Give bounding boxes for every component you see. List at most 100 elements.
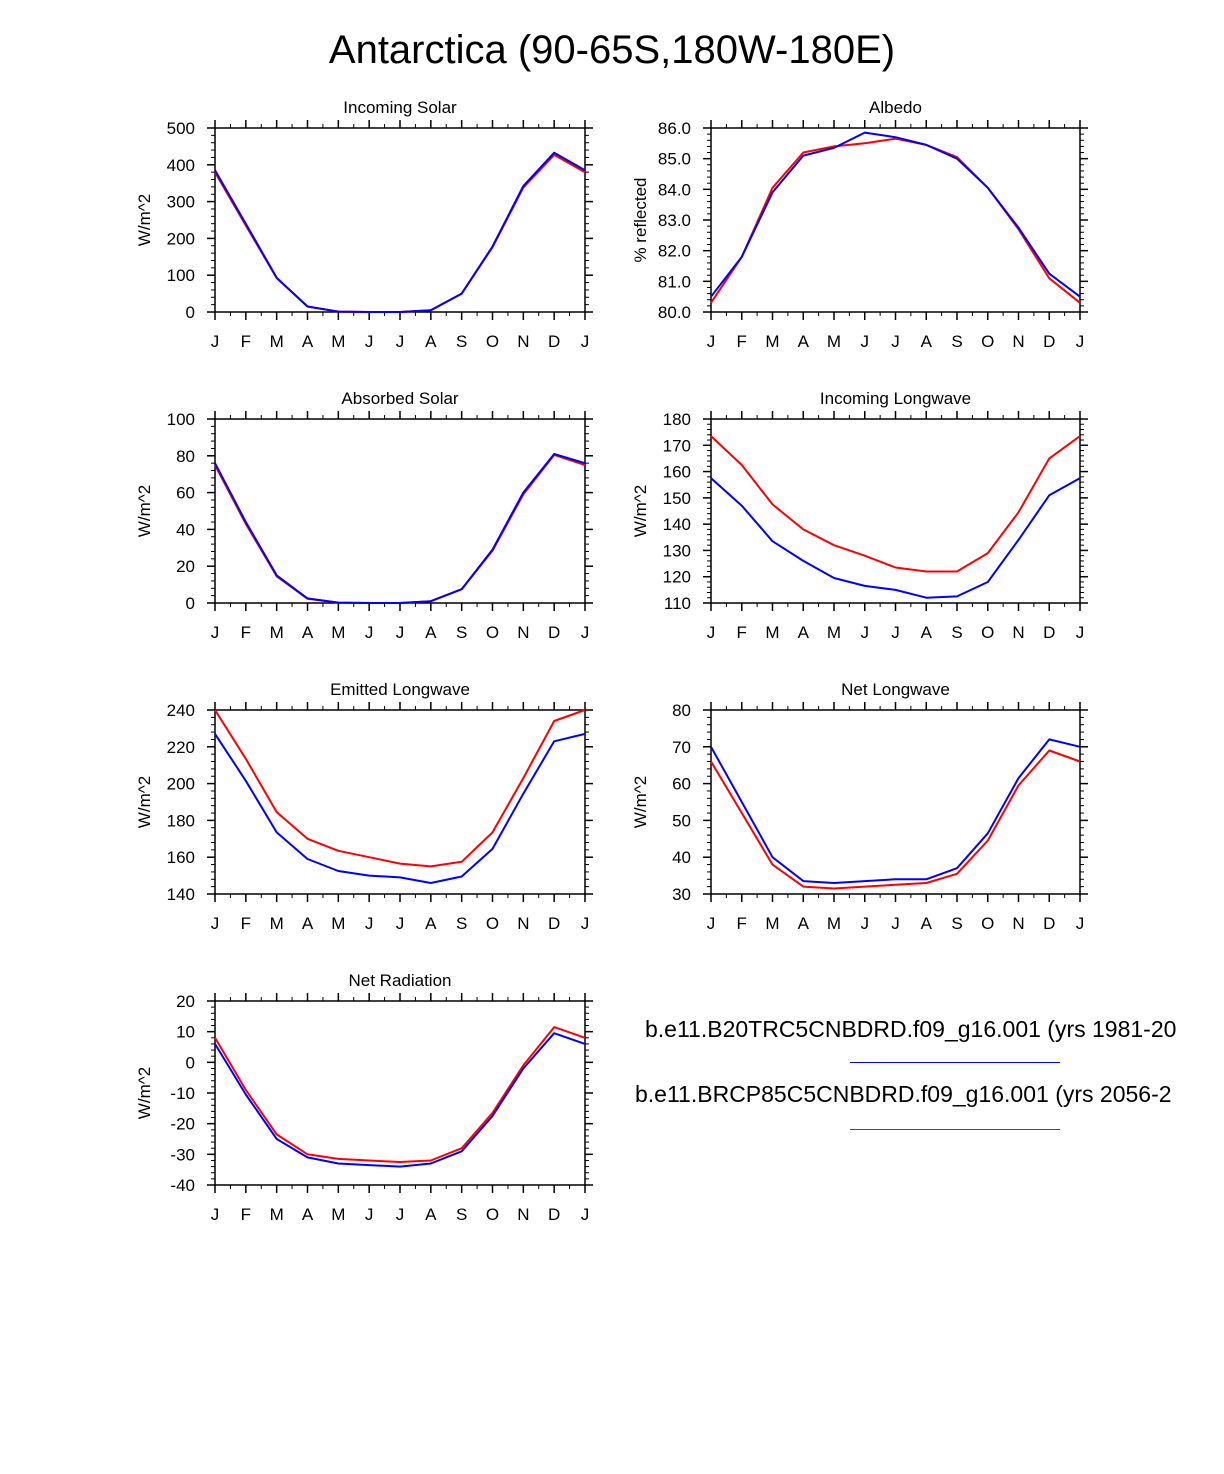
- x-tick-label: J: [396, 1205, 405, 1224]
- y-tick-label: 180: [663, 410, 691, 429]
- x-tick-label: N: [517, 623, 529, 642]
- y-tick-label: 140: [663, 515, 691, 534]
- x-tick-label: N: [517, 1205, 529, 1224]
- x-tick-label: M: [827, 914, 841, 933]
- x-tick-label: N: [1012, 914, 1024, 933]
- x-tick-label: M: [270, 914, 284, 933]
- x-tick-label: J: [581, 914, 590, 933]
- x-tick-label: M: [270, 332, 284, 351]
- panel-title: Incoming Solar: [343, 98, 457, 117]
- y-axis-label: W/m^2: [631, 776, 650, 828]
- x-tick-label: J: [365, 914, 374, 933]
- series-line-1: [214, 1032, 586, 1168]
- page-title: Antarctica (90-65S,180W-180E): [328, 28, 896, 72]
- y-tick-label: -10: [170, 1084, 195, 1103]
- legend-line-series-2: [850, 1129, 1060, 1130]
- series-line-1: [710, 738, 1081, 884]
- plot-frame: [214, 127, 586, 313]
- chart-incoming-longwave: J F M A M J J A S O N D J110120130140150160170180Inc…: [631, 389, 1088, 642]
- y-tick-label: 40: [672, 848, 691, 867]
- y-tick-label: 140: [167, 885, 195, 904]
- legend-line-series-1: [850, 1062, 1060, 1063]
- x-tick-label: S: [951, 914, 962, 933]
- x-tick-label: M: [331, 1205, 345, 1224]
- x-tick-label: J: [365, 1205, 374, 1224]
- x-tick-label: J: [396, 914, 405, 933]
- y-tick-label: 70: [672, 738, 691, 757]
- x-tick-label: O: [486, 332, 499, 351]
- plot-frame: [710, 709, 1081, 895]
- y-tick-label: 86.0: [658, 119, 691, 138]
- x-tick-label: N: [517, 914, 529, 933]
- x-tick-label: F: [241, 1205, 251, 1224]
- y-tick-label: 80: [176, 447, 195, 466]
- x-tick-label: A: [798, 332, 810, 351]
- x-tick-label: S: [456, 1205, 467, 1224]
- x-tick-label: A: [425, 332, 437, 351]
- series-line-1: [710, 477, 1081, 599]
- x-tick-label: M: [270, 623, 284, 642]
- x-tick-label: J: [861, 914, 870, 933]
- x-tick-label: J: [396, 332, 405, 351]
- series-line-2: [214, 709, 586, 868]
- x-tick-label: M: [331, 332, 345, 351]
- x-tick-label: M: [270, 1205, 284, 1224]
- x-tick-label: O: [981, 332, 994, 351]
- x-tick-label: J: [1076, 914, 1085, 933]
- x-tick-label: A: [302, 914, 314, 933]
- x-tick-label: O: [486, 1205, 499, 1224]
- x-tick-label: J: [211, 1205, 220, 1224]
- plot-frame: [214, 418, 586, 604]
- legend-label-series-2: b.e11.BRCP85C5CNBDRD.f09_g16.001 (yrs 20…: [635, 1081, 1172, 1107]
- y-axis-label: % reflected: [631, 177, 650, 262]
- y-tick-label: 220: [167, 738, 195, 757]
- x-tick-label: M: [827, 623, 841, 642]
- x-tick-label: N: [517, 332, 529, 351]
- x-tick-label: J: [581, 1205, 590, 1224]
- x-tick-label: O: [486, 914, 499, 933]
- series-line-1: [214, 453, 586, 604]
- y-tick-label: 0: [186, 1053, 195, 1072]
- y-tick-label: 170: [663, 436, 691, 455]
- panel-title: Albedo: [869, 98, 922, 117]
- x-tick-label: S: [951, 623, 962, 642]
- x-tick-label: M: [331, 914, 345, 933]
- panel-title: Net Radiation: [348, 971, 451, 990]
- x-tick-label: N: [1012, 623, 1024, 642]
- x-tick-label: M: [765, 914, 779, 933]
- x-tick-label: M: [331, 623, 345, 642]
- plot-frame: [214, 1000, 586, 1186]
- x-tick-label: J: [861, 623, 870, 642]
- x-tick-label: F: [241, 332, 251, 351]
- series-line-1: [214, 151, 586, 313]
- x-tick-label: A: [425, 623, 437, 642]
- y-tick-label: 50: [672, 811, 691, 830]
- y-tick-label: 60: [176, 484, 195, 503]
- y-tick-label: 84.0: [658, 180, 691, 199]
- y-tick-label: 83.0: [658, 211, 691, 230]
- y-tick-label: 110: [664, 594, 691, 613]
- series-line-2: [710, 137, 1081, 304]
- y-tick-label: 81.0: [658, 272, 691, 291]
- y-tick-label: 100: [167, 266, 195, 285]
- plot-frame: [710, 127, 1081, 313]
- y-tick-label: 150: [663, 489, 691, 508]
- x-tick-label: A: [798, 914, 810, 933]
- y-tick-label: 180: [167, 811, 195, 830]
- x-tick-label: D: [1043, 332, 1055, 351]
- series-line-2: [214, 453, 586, 604]
- x-tick-label: D: [548, 1205, 560, 1224]
- x-tick-label: J: [581, 623, 590, 642]
- x-tick-label: F: [737, 332, 747, 351]
- x-tick-label: F: [241, 914, 251, 933]
- series-line-2: [710, 435, 1081, 573]
- x-tick-label: J: [211, 914, 220, 933]
- x-tick-label: S: [456, 332, 467, 351]
- x-tick-label: J: [1076, 332, 1085, 351]
- x-tick-label: D: [1043, 623, 1055, 642]
- y-axis-label: W/m^2: [135, 1067, 154, 1119]
